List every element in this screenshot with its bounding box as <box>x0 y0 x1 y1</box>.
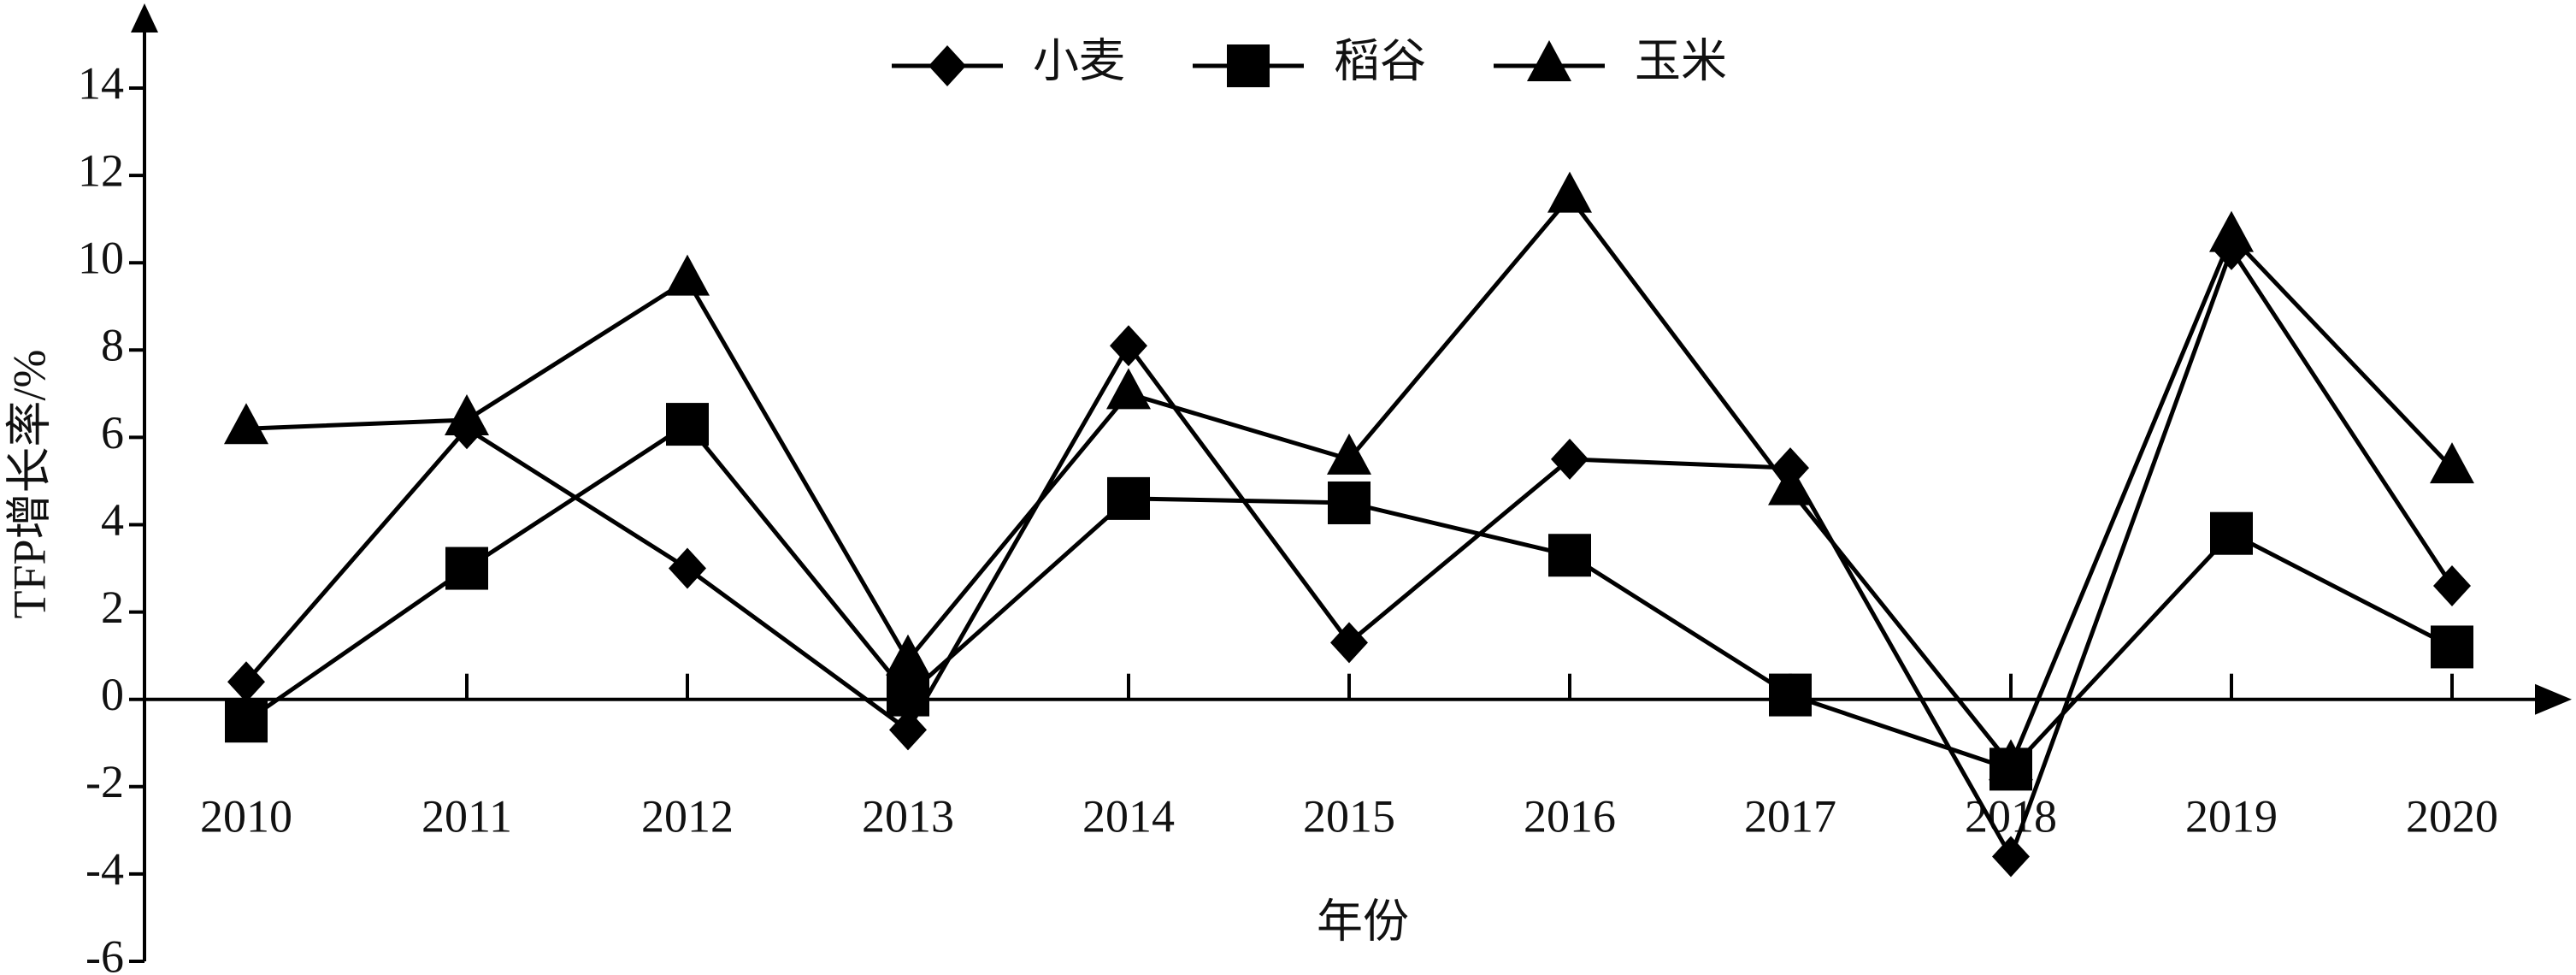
marker <box>1327 433 1371 475</box>
series-line <box>245 421 2454 772</box>
y-tick-label: 12 <box>78 145 124 196</box>
marker <box>2210 511 2253 555</box>
x-tick-label: 2010 <box>200 790 292 842</box>
y-tick-label: 0 <box>101 669 124 720</box>
marker <box>2433 564 2471 606</box>
x-tick-label: 2014 <box>1082 790 1175 842</box>
marker <box>1110 325 1147 367</box>
series-line <box>245 245 2455 862</box>
legend-marker <box>1527 40 1571 81</box>
y-tick-label: 2 <box>101 582 124 633</box>
legend-label: 小麦 <box>1033 35 1125 86</box>
x-tick-label: 2017 <box>1744 790 1836 842</box>
marker <box>666 403 709 446</box>
y-axis-label: TFP增长率/% <box>3 349 55 618</box>
marker <box>1768 464 1813 505</box>
marker <box>1548 534 1591 577</box>
y-tick-label: -4 <box>85 843 124 895</box>
y-axis-arrow <box>131 3 158 32</box>
marker <box>887 673 929 717</box>
y-tick-label: -2 <box>85 756 124 807</box>
marker <box>445 393 489 435</box>
x-tick-label: 2013 <box>862 790 954 842</box>
x-axis-arrow <box>2535 683 2572 715</box>
y-tick-label: 6 <box>101 407 124 458</box>
marker <box>224 403 268 445</box>
marker <box>225 700 268 743</box>
marker <box>886 634 930 676</box>
marker <box>665 254 710 296</box>
y-tick-label: 14 <box>78 57 124 109</box>
y-tick-label: -6 <box>85 931 124 975</box>
marker <box>889 709 927 751</box>
legend-marker <box>1227 44 1270 87</box>
marker <box>1328 481 1371 524</box>
marker <box>1992 836 2030 878</box>
x-tick-label: 2020 <box>2406 790 2498 842</box>
marker <box>1551 438 1589 480</box>
marker <box>1547 171 1592 213</box>
marker <box>2430 442 2474 484</box>
marker <box>1330 622 1368 664</box>
marker <box>1989 739 2033 781</box>
marker <box>1106 368 1151 410</box>
x-tick-label: 2019 <box>2185 790 2278 842</box>
marker <box>2209 210 2254 252</box>
legend-label: 稻谷 <box>1334 35 1426 86</box>
y-tick-label: 4 <box>101 494 124 546</box>
marker <box>669 547 706 589</box>
marker <box>1769 673 1812 717</box>
x-tick-label: 2011 <box>421 790 512 842</box>
legend-marker <box>928 45 966 86</box>
x-axis-label: 年份 <box>1317 895 1409 947</box>
y-tick-label: 8 <box>101 320 124 371</box>
x-tick-label: 2016 <box>1524 790 1616 842</box>
y-tick-label: 10 <box>78 233 124 284</box>
marker <box>445 547 488 590</box>
legend-label: 玉米 <box>1635 35 1727 86</box>
marker <box>1107 476 1150 520</box>
marker <box>227 661 265 703</box>
x-tick-label: 2015 <box>1303 790 1395 842</box>
marker <box>2431 625 2473 669</box>
x-tick-label: 2012 <box>641 790 734 842</box>
